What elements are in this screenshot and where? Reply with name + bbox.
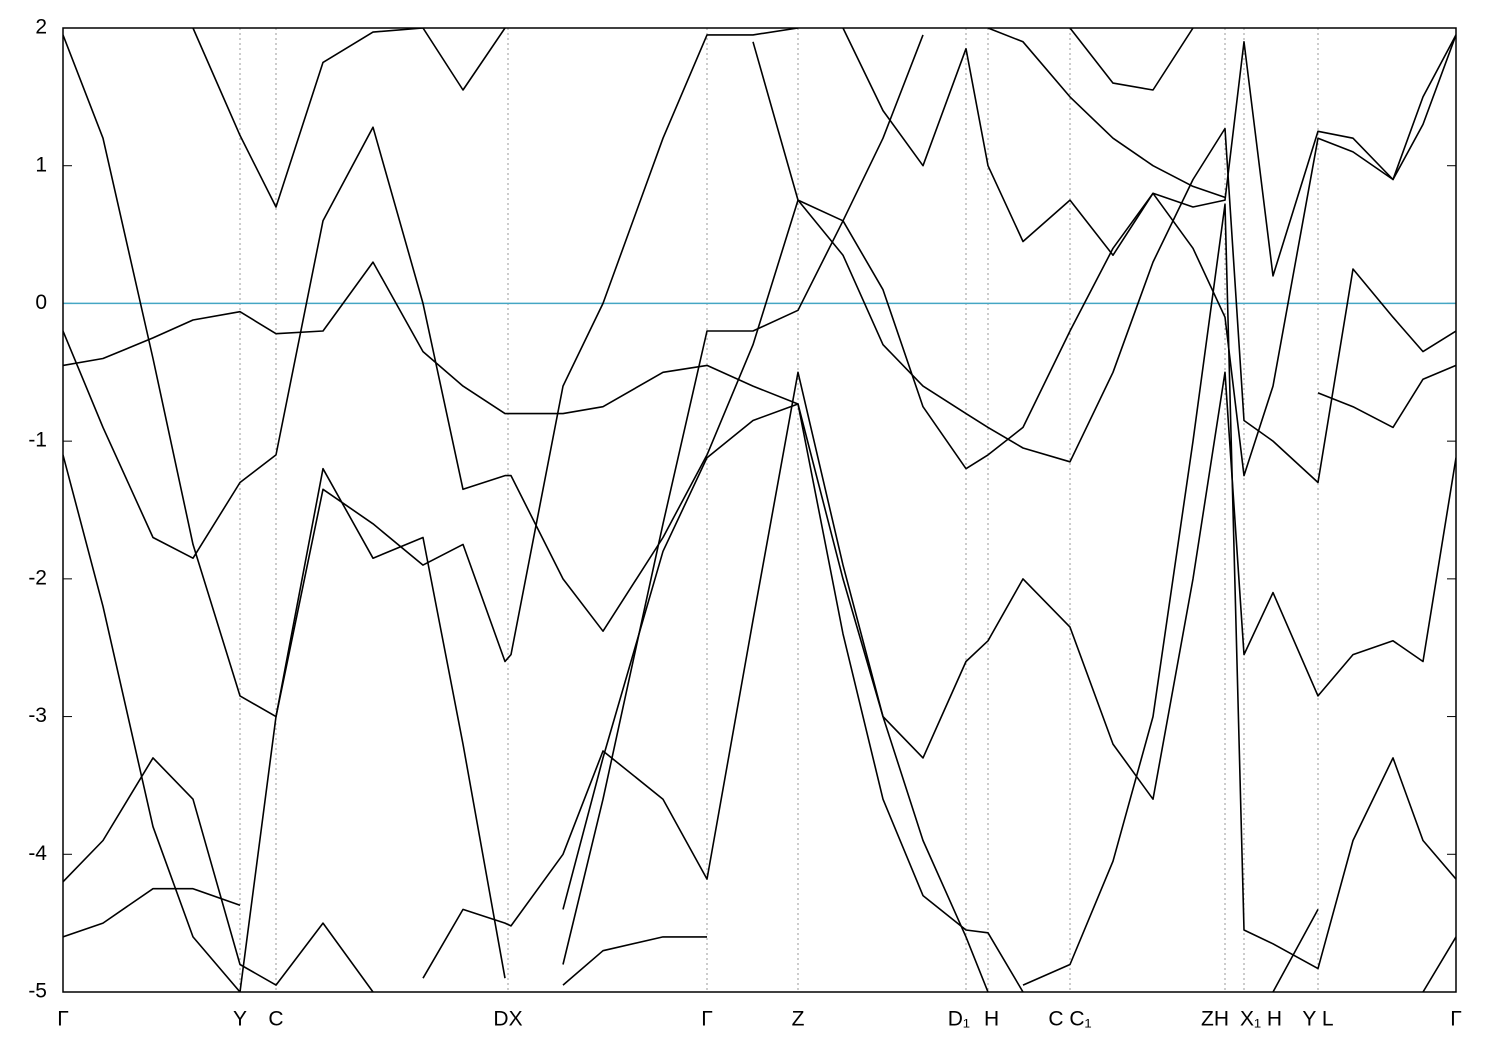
x-tick-label: C C₁	[1048, 1008, 1091, 1031]
y-tick-label: 1	[35, 153, 47, 176]
y-tick-label: -4	[28, 842, 47, 865]
x-tick-label: Γ	[1450, 1008, 1462, 1031]
y-tick-label: 2	[35, 16, 47, 39]
band-line	[752, 41, 1456, 484]
band-line	[63, 28, 799, 718]
band-line	[63, 203, 1456, 992]
x-tick-label: ZH	[1201, 1008, 1229, 1031]
band-line	[63, 34, 1456, 632]
x-tick-label: Y	[233, 1008, 247, 1031]
plot-area	[63, 28, 1456, 992]
y-tick-label: 0	[35, 291, 47, 314]
x-tick-label: Z	[792, 1008, 805, 1031]
band-line	[562, 34, 924, 965]
x-tick-label: D₁	[948, 1008, 970, 1031]
band-line	[987, 28, 1226, 199]
y-tick-label: -2	[28, 566, 47, 589]
x-tick-label: DX	[493, 1008, 522, 1031]
plot-frame	[62, 27, 1457, 993]
x-tick-label: Y L	[1302, 1008, 1333, 1031]
y-tick-label: -5	[28, 980, 47, 1003]
x-tick-label: Γ	[57, 1008, 69, 1031]
x-tick-label: Γ	[701, 1008, 713, 1031]
y-tick-label: -1	[28, 429, 47, 452]
band-line	[63, 371, 1456, 979]
x-tick-label: H	[984, 1008, 999, 1031]
band-line	[1069, 28, 1194, 91]
x-tick-label: C	[268, 1008, 283, 1031]
band-line	[63, 261, 1456, 992]
y-tick-label: -3	[28, 704, 47, 727]
band-line	[842, 28, 1456, 277]
band-line	[192, 28, 506, 208]
x-tick-label: X₁ H	[1240, 1008, 1282, 1031]
